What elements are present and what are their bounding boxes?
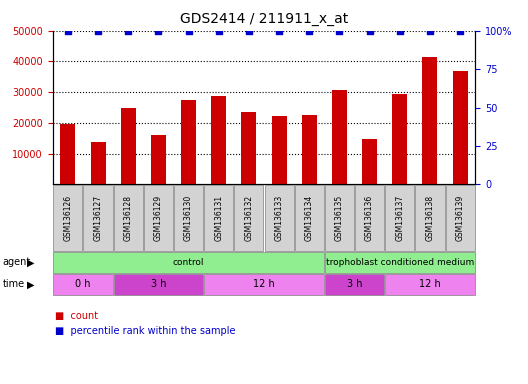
Bar [121, 108, 136, 184]
Text: GSM136126: GSM136126 [63, 195, 72, 241]
Point [305, 28, 314, 34]
Text: GSM136131: GSM136131 [214, 195, 223, 241]
Bar [362, 139, 377, 184]
Text: GDS2414 / 211911_x_at: GDS2414 / 211911_x_at [180, 12, 348, 25]
Text: control: control [173, 258, 204, 267]
Text: agent: agent [3, 257, 31, 268]
Point [335, 28, 344, 34]
Bar [301, 114, 317, 184]
Text: ▶: ▶ [27, 257, 34, 268]
Text: GSM136133: GSM136133 [275, 195, 284, 241]
Point [395, 28, 404, 34]
Point [124, 28, 133, 34]
Text: 12 h: 12 h [253, 279, 275, 290]
Text: GSM136132: GSM136132 [244, 195, 253, 241]
Text: 12 h: 12 h [419, 279, 441, 290]
Point [154, 28, 163, 34]
Bar [90, 142, 106, 184]
Bar [392, 94, 407, 184]
Bar [60, 124, 76, 184]
Text: 3 h: 3 h [347, 279, 362, 290]
Point [426, 28, 434, 34]
Bar [332, 90, 347, 184]
Text: GSM136136: GSM136136 [365, 195, 374, 241]
Text: ■  count: ■ count [55, 311, 99, 321]
Text: GSM136138: GSM136138 [426, 195, 435, 241]
Text: GSM136137: GSM136137 [395, 195, 404, 241]
Text: GSM136139: GSM136139 [456, 195, 465, 241]
Point [64, 28, 72, 34]
Bar [151, 135, 166, 184]
Text: GSM136127: GSM136127 [93, 195, 102, 241]
Bar [211, 96, 227, 184]
Text: ▶: ▶ [27, 279, 34, 290]
Point [94, 28, 102, 34]
Text: trophoblast conditioned medium: trophoblast conditioned medium [326, 258, 474, 267]
Point [214, 28, 223, 34]
Bar [452, 71, 468, 184]
Bar [181, 100, 196, 184]
Point [244, 28, 253, 34]
Point [184, 28, 193, 34]
Text: time: time [3, 279, 25, 290]
Point [365, 28, 374, 34]
Bar [271, 116, 287, 184]
Point [275, 28, 284, 34]
Text: GSM136130: GSM136130 [184, 195, 193, 241]
Bar [422, 57, 438, 184]
Point [456, 28, 464, 34]
Text: GSM136129: GSM136129 [154, 195, 163, 241]
Text: ■  percentile rank within the sample: ■ percentile rank within the sample [55, 326, 236, 336]
Bar [241, 111, 257, 184]
Text: 3 h: 3 h [150, 279, 166, 290]
Text: GSM136135: GSM136135 [335, 195, 344, 241]
Text: 0 h: 0 h [75, 279, 91, 290]
Text: GSM136128: GSM136128 [124, 195, 133, 241]
Text: GSM136134: GSM136134 [305, 195, 314, 241]
